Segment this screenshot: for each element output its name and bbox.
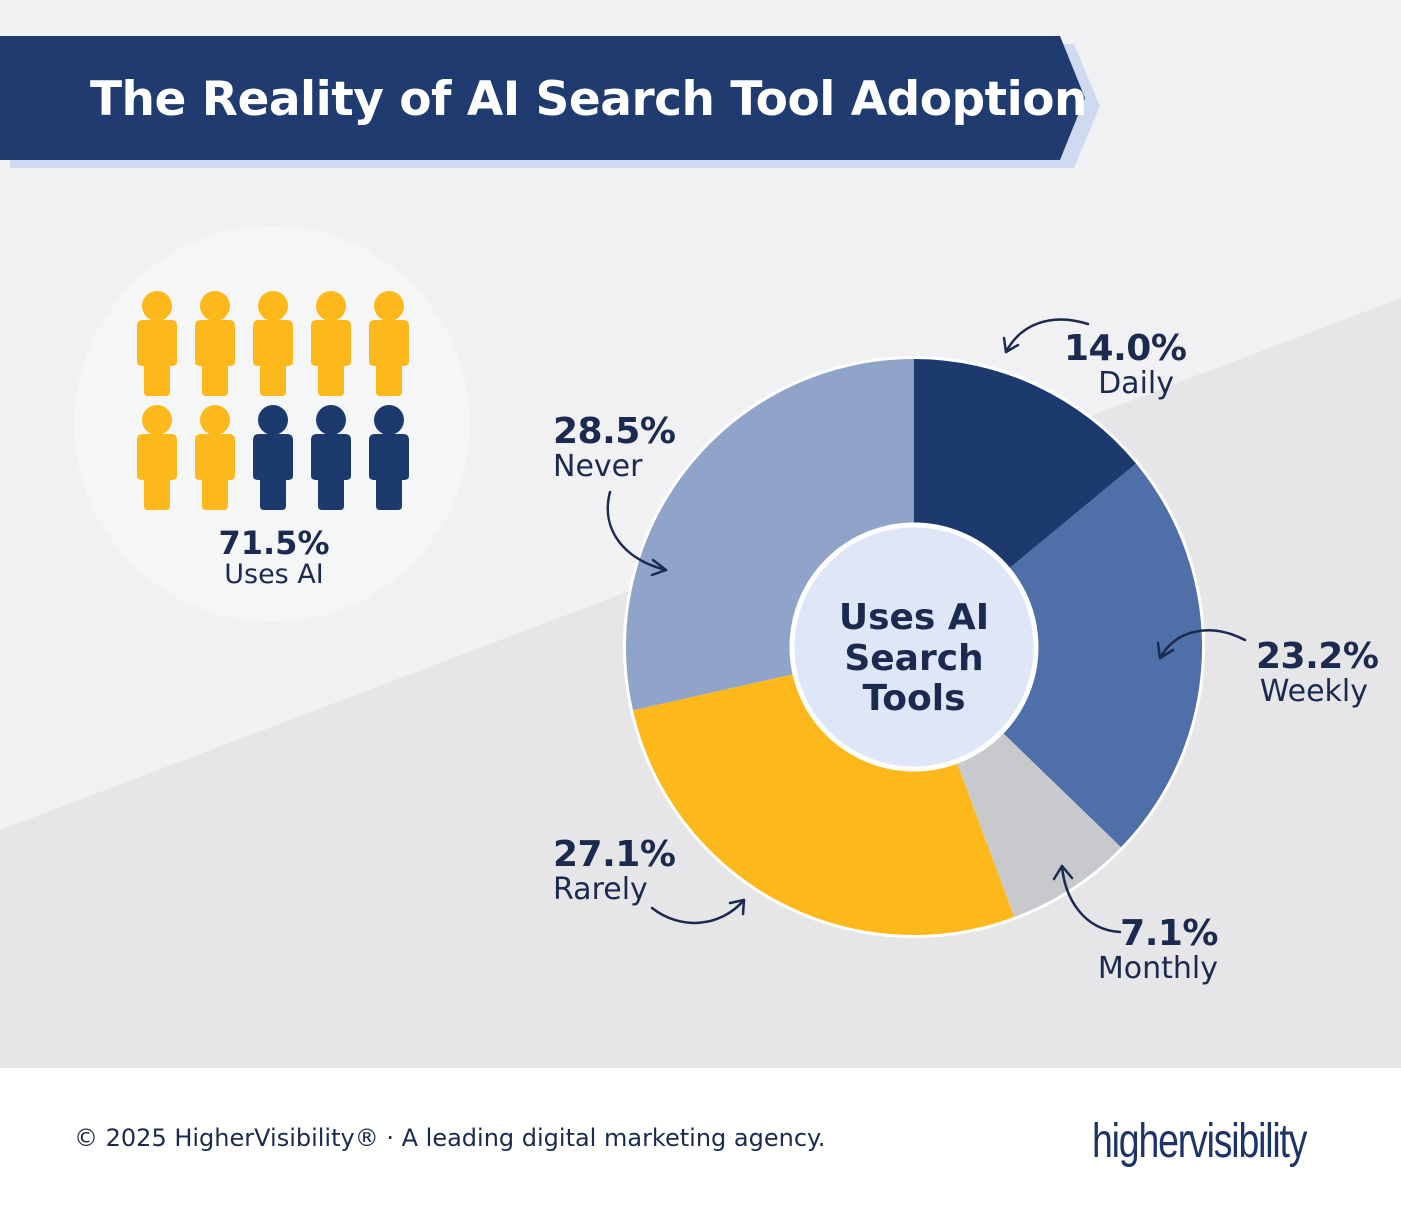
- donut-chart: [623, 356, 1205, 938]
- value-label-never: 28.5%: [553, 411, 676, 452]
- person-icon: [311, 291, 351, 396]
- person-icon: [369, 291, 409, 396]
- person-icon: [369, 405, 409, 510]
- people-icons: [137, 291, 409, 510]
- people-pct: 71.5%: [218, 524, 330, 562]
- donut-hole: [789, 522, 1039, 772]
- person-icon: [195, 291, 235, 396]
- arrow-weekly: [1158, 629, 1247, 660]
- arrow-never: [606, 490, 668, 572]
- logo-wordmark[interactable]: highervisibility: [1092, 1115, 1307, 1168]
- category-label-never: Never: [553, 448, 643, 484]
- stat-rarely: 27.1% Rarely: [553, 834, 676, 907]
- title-banner: [0, 36, 1085, 160]
- stat-never: 28.5% Never: [553, 411, 676, 484]
- person-icon: [253, 291, 293, 396]
- arrow-monthly: [1060, 864, 1122, 934]
- value-label-monthly: 7.1%: [1120, 913, 1218, 954]
- donut-center-label: Uses AI Search Tools: [838, 597, 990, 720]
- person-icon: [311, 405, 351, 510]
- person-icon: [137, 405, 177, 510]
- person-icon: [195, 405, 235, 510]
- person-icon: [253, 405, 293, 510]
- value-label-weekly: 23.2%: [1256, 636, 1379, 677]
- value-label-rarely: 27.1%: [553, 834, 676, 875]
- slice-weekly: [914, 463, 1202, 848]
- people-stat: 71.5% Uses AI: [174, 524, 374, 590]
- annotation-arrows: [606, 318, 1247, 934]
- value-label-daily: 14.0%: [1064, 328, 1187, 369]
- person-icon: [137, 291, 177, 396]
- arrow-rarely: [650, 898, 746, 925]
- footer: [0, 1068, 1401, 1207]
- category-label-rarely: Rarely: [553, 871, 648, 907]
- stat-daily: 14.0% Daily: [1064, 328, 1187, 401]
- category-label-daily: Daily: [1098, 365, 1174, 401]
- stat-monthly: 7.1% Monthly: [1090, 913, 1219, 986]
- category-label-monthly: Monthly: [1097, 950, 1218, 986]
- stat-weekly: 23.2% Weekly: [1256, 636, 1379, 709]
- page-title: The Reality of AI Search Tool Adoption: [90, 72, 1088, 127]
- arrow-daily: [1004, 318, 1090, 354]
- footer-copyright: © 2025 HigherVisibility® · A leading dig…: [74, 1124, 826, 1152]
- people-label: Uses AI: [224, 558, 324, 590]
- category-label-weekly: Weekly: [1259, 673, 1368, 709]
